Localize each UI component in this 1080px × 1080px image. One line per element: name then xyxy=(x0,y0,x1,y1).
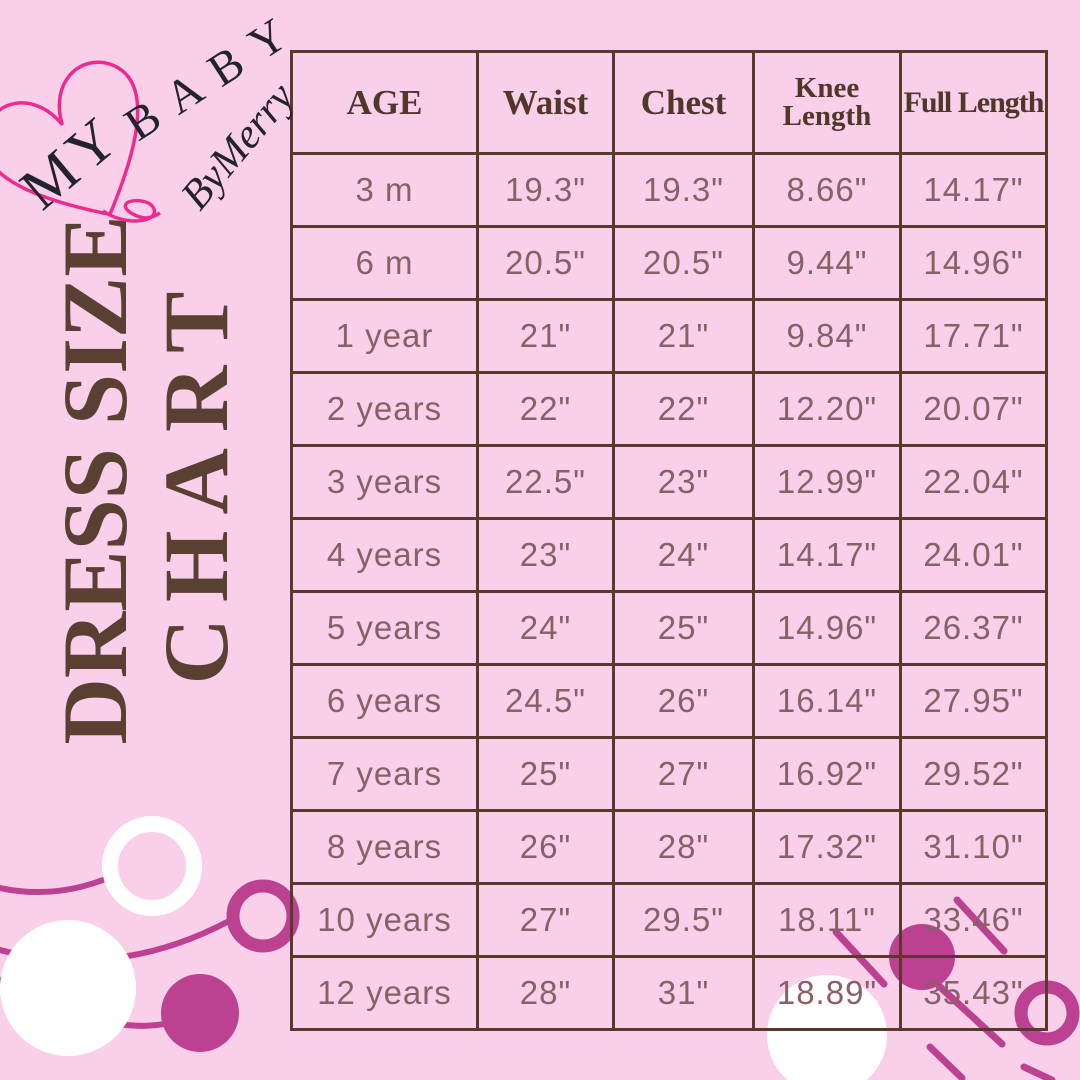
table-row: 10 years 27" 29.5" 18.11" 33.46" xyxy=(290,882,1048,958)
column-header-waist: Waist xyxy=(476,50,615,155)
title-line-2: CHART xyxy=(145,275,248,685)
measurement-cell: 14.17" xyxy=(899,152,1048,228)
table-row: 3 years 22.5" 23" 12.99" 22.04" xyxy=(290,444,1048,520)
measurement-cell: 14.96" xyxy=(899,225,1048,301)
table-row: 6 years 24.5" 26" 16.14" 27.95" xyxy=(290,663,1048,739)
measurement-cell: 22.5" xyxy=(476,444,615,520)
age-cell: 6 years xyxy=(290,663,479,739)
measurement-cell: 25" xyxy=(612,590,755,666)
table-body: 3 m 19.3" 19.3" 8.66" 14.17" 6 m 20.5" 20.5" 9.4… xyxy=(290,152,1048,1031)
column-header-full-length: Full Length xyxy=(899,50,1048,155)
measurement-cell: 24.01" xyxy=(899,517,1048,593)
measurement-cell: 14.17" xyxy=(752,517,902,593)
measurement-cell: 24" xyxy=(612,517,755,593)
measurement-cell: 23" xyxy=(612,444,755,520)
measurement-cell: 27" xyxy=(476,882,615,958)
age-cell: 7 years xyxy=(290,736,479,812)
measurement-cell: 14.96" xyxy=(752,590,902,666)
column-header-knee-length: Knee Length xyxy=(752,50,902,155)
white-ring xyxy=(102,816,202,916)
brand-logo: MY BABY ByMerry xyxy=(0,0,311,223)
measurement-cell: 29.5" xyxy=(612,882,755,958)
measurement-cell: 26.37" xyxy=(899,590,1048,666)
measurement-cell: 18.11" xyxy=(752,882,902,958)
measurement-cell: 31.10" xyxy=(899,809,1048,885)
age-cell: 6 m xyxy=(290,225,479,301)
measurement-cell: 22" xyxy=(612,371,755,447)
header-row: AGE Waist Chest Knee Length Full Length xyxy=(290,50,1048,155)
measurement-cell: 9.44" xyxy=(752,225,902,301)
measurement-cell: 12.20" xyxy=(752,371,902,447)
measurement-cell: 29.52" xyxy=(899,736,1048,812)
measurement-cell: 12.99" xyxy=(752,444,902,520)
measurement-cell: 19.3" xyxy=(476,152,615,228)
age-cell: 12 years xyxy=(290,955,479,1031)
measurement-cell: 17.71" xyxy=(899,298,1048,374)
table-row: 4 years 23" 24" 14.17" 24.01" xyxy=(290,517,1048,593)
measurement-cell: 17.32" xyxy=(752,809,902,885)
measurement-cell: 16.14" xyxy=(752,663,902,739)
measurement-cell: 20.5" xyxy=(476,225,615,301)
measurement-cell: 27" xyxy=(612,736,755,812)
measurement-cell: 35.43" xyxy=(899,955,1048,1031)
measurement-cell: 27.95" xyxy=(899,663,1048,739)
measurement-cell: 20.5" xyxy=(612,225,755,301)
magenta-ring-left xyxy=(226,879,300,953)
measurement-cell: 28" xyxy=(612,809,755,885)
measurement-cell: 26" xyxy=(612,663,755,739)
measurement-cell: 25" xyxy=(476,736,615,812)
table-row: 1 year 21" 21" 9.84" 17.71" xyxy=(290,298,1048,374)
age-cell: 4 years xyxy=(290,517,479,593)
measurement-cell: 28" xyxy=(476,955,615,1031)
measurement-cell: 24.5" xyxy=(476,663,615,739)
measurement-cell: 22" xyxy=(476,371,615,447)
table-row: 8 years 26" 28" 17.32" 31.10" xyxy=(290,809,1048,885)
measurement-cell: 18.89" xyxy=(752,955,902,1031)
table-row: 5 years 24" 25" 14.96" 26.37" xyxy=(290,590,1048,666)
age-cell: 5 years xyxy=(290,590,479,666)
table-row: 6 m 20.5" 20.5" 9.44" 14.96" xyxy=(290,225,1048,301)
measurement-cell: 9.84" xyxy=(752,298,902,374)
column-header-age: AGE xyxy=(290,50,479,155)
white-circle-left xyxy=(0,920,136,1056)
measurement-cell: 8.66" xyxy=(752,152,902,228)
magenta-circle-left xyxy=(161,974,239,1052)
measurement-cell: 26" xyxy=(476,809,615,885)
table-header: AGE Waist Chest Knee Length Full Length xyxy=(290,50,1048,155)
age-cell: 10 years xyxy=(290,882,479,958)
age-cell: 3 years xyxy=(290,444,479,520)
measurement-cell: 22.04" xyxy=(899,444,1048,520)
measurement-cell: 23" xyxy=(476,517,615,593)
age-cell: 1 year xyxy=(290,298,479,374)
measurement-cell: 21" xyxy=(476,298,615,374)
table-row: 7 years 25" 27" 16.92" 29.52" xyxy=(290,736,1048,812)
column-header-chest: Chest xyxy=(612,50,755,155)
age-cell: 8 years xyxy=(290,809,479,885)
poster-title: DRESS SIZE CHART xyxy=(44,200,275,760)
measurement-cell: 20.07" xyxy=(899,371,1048,447)
table-row: 12 years 28" 31" 18.89" 35.43" xyxy=(290,955,1048,1031)
measurement-cell: 33.46" xyxy=(899,882,1048,958)
age-cell: 3 m xyxy=(290,152,479,228)
title-line-1: DRESS SIZE xyxy=(44,215,146,745)
measurement-cell: 21" xyxy=(612,298,755,374)
age-cell: 2 years xyxy=(290,371,479,447)
table-row: 3 m 19.3" 19.3" 8.66" 14.17" xyxy=(290,152,1048,228)
measurement-cell: 24" xyxy=(476,590,615,666)
measurement-cell: 31" xyxy=(612,955,755,1031)
heart-icon xyxy=(0,60,161,223)
table-row: 2 years 22" 22" 12.20" 20.07" xyxy=(290,371,1048,447)
measurement-cell: 16.92" xyxy=(752,736,902,812)
measurement-cell: 19.3" xyxy=(612,152,755,228)
